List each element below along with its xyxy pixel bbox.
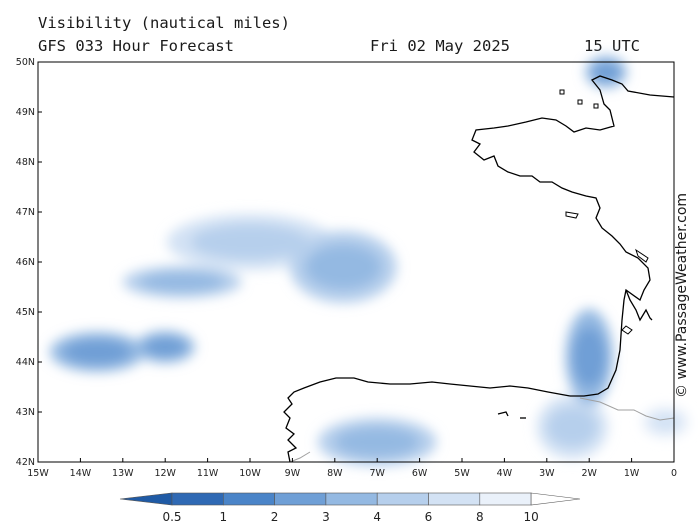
fog-patch-landes	[572, 327, 607, 387]
lon-tick-label: 6W	[412, 468, 428, 479]
lon-tick-label: 2W	[581, 468, 597, 479]
lon-tick-label: 0	[671, 468, 677, 479]
lon-tick-label: 14W	[70, 468, 92, 479]
fog-patch-west	[139, 272, 225, 292]
legend-arrow-high	[530, 492, 581, 506]
lon-tick-label: 8W	[327, 468, 343, 479]
basque-coast-islets	[497, 411, 526, 419]
fog-layer	[49, 56, 690, 466]
longitude-axis: 15W 14W 13W 12W 11W 10W 9W 8W 7W 6W 5W 4W 3W 2W 1W 0	[27, 458, 677, 479]
ile-de-re	[635, 248, 649, 263]
fog-patch-cantabria	[546, 407, 598, 447]
lat-tick-label: 43N	[16, 407, 35, 418]
legend-arrow-low	[119, 492, 173, 506]
legend-label: 0.5	[162, 510, 181, 524]
lat-tick-label: 42N	[16, 457, 35, 468]
lon-tick-label: 10W	[239, 468, 261, 479]
legend-label: 6	[425, 510, 433, 524]
france-spain-border	[579, 397, 675, 421]
lat-tick-label: 45N	[16, 307, 35, 318]
legend-label: 2	[271, 510, 279, 524]
legend-swatch	[479, 492, 532, 506]
belle-ile	[565, 211, 579, 219]
fog-patch-channel	[591, 62, 621, 82]
lat-tick-label: 46N	[16, 257, 35, 268]
lat-tick-label: 44N	[16, 357, 35, 368]
lon-tick-label: 11W	[197, 468, 219, 479]
ile-d-oleron	[621, 325, 633, 335]
legend-swatch	[171, 492, 224, 506]
lat-tick-label: 48N	[16, 157, 35, 168]
lon-tick-label: 13W	[112, 468, 134, 479]
forecast-date: Fri 02 May 2025	[370, 37, 510, 55]
lon-tick-label: 5W	[454, 468, 470, 479]
lon-tick-label: 12W	[154, 468, 176, 479]
forecast-subtitle: GFS 033 Hour Forecast	[38, 37, 234, 55]
fog-patch-biscay-mid	[305, 244, 382, 290]
fog-patch-southwest	[63, 339, 132, 365]
fog-patch-pyrenees	[648, 412, 683, 432]
lon-tick-label: 1W	[624, 468, 640, 479]
legend-swatch	[376, 492, 429, 506]
legend-label: 10	[523, 510, 538, 524]
lon-tick-label: 3W	[539, 468, 555, 479]
legend-swatch	[428, 492, 481, 506]
lat-tick-label: 47N	[16, 207, 35, 218]
legend-swatch	[325, 492, 378, 506]
legend-label: 4	[373, 510, 381, 524]
lon-tick-label: 9W	[285, 468, 301, 479]
france-coastline	[471, 75, 675, 397]
legend-label: 8	[476, 510, 484, 524]
legend-label: 1	[219, 510, 227, 524]
fog-patch-galicia	[334, 427, 420, 457]
latitude-axis: 42N 43N 44N 45N 46N 47N 48N 49N 50N	[16, 57, 42, 468]
legend-swatch	[274, 492, 327, 506]
coastline-layer	[283, 75, 675, 463]
spain-coastline	[283, 377, 571, 463]
gironde-estuary	[625, 289, 653, 322]
legend-swatch	[223, 492, 275, 506]
spain-portugal-border	[289, 451, 311, 463]
lon-tick-label: 15W	[27, 468, 49, 479]
lon-tick-label: 7W	[369, 468, 385, 479]
visibility-legend: 0.5 1 2 3 4 6 8 10	[119, 492, 581, 524]
fog-patch-southwest-2	[144, 337, 187, 357]
channel-islands	[559, 89, 599, 109]
forecast-time: 15 UTC	[584, 37, 640, 55]
lon-tick-label: 4W	[497, 468, 513, 479]
lat-tick-label: 50N	[16, 57, 35, 68]
chart-title: Visibility (nautical miles)	[38, 14, 290, 32]
fog-patch-biscay-north	[190, 224, 310, 260]
lat-tick-label: 49N	[16, 107, 35, 118]
legend-label: 3	[322, 510, 330, 524]
